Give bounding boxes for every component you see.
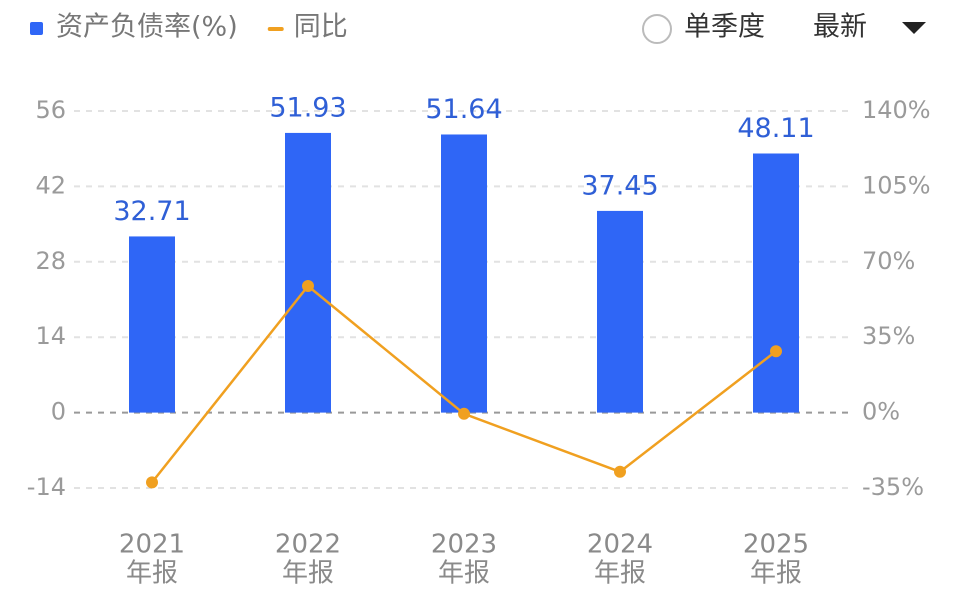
x-tick-label: 年报 xyxy=(126,559,178,589)
line-point xyxy=(770,345,782,358)
y2-tick-label: 0% xyxy=(862,398,900,426)
bar xyxy=(753,153,799,413)
line-point xyxy=(146,476,158,489)
x-tick-label: 2025 xyxy=(743,530,809,560)
x-tick-label: 2021 xyxy=(119,530,185,560)
y-tick-label: -14 xyxy=(27,473,66,501)
x-tick-label: 2023 xyxy=(431,530,497,560)
value-label: 51.93 xyxy=(269,92,346,123)
value-label: 51.64 xyxy=(425,94,502,125)
single-quarter[interactable]: 单季度 xyxy=(684,12,765,43)
line-point xyxy=(302,280,314,293)
y-tick-label: 0 xyxy=(51,398,66,426)
value-label: 48.11 xyxy=(737,113,814,144)
y-tick-label: 28 xyxy=(35,247,66,275)
y-tick-label: 14 xyxy=(35,322,66,350)
x-tick-label: 2022 xyxy=(275,530,341,560)
bar xyxy=(597,210,643,413)
bar xyxy=(285,132,331,413)
value-label: 32.71 xyxy=(113,196,190,227)
x-tick-label: 年报 xyxy=(594,559,646,589)
y2-tick-label: 105% xyxy=(862,171,931,199)
radio[interactable] xyxy=(642,14,672,44)
line-point xyxy=(458,407,470,420)
value-label: 37.45 xyxy=(581,170,658,201)
y2-tick-label: 35% xyxy=(862,322,915,350)
y-tick-label: 56 xyxy=(35,96,66,124)
latest-select[interactable]: 最新 xyxy=(813,12,867,43)
line-point xyxy=(614,465,626,478)
bar xyxy=(441,134,487,413)
legend-label: 同比 xyxy=(294,12,348,43)
legend-swatch xyxy=(30,22,43,35)
y2-tick-label: 70% xyxy=(862,247,915,275)
x-tick-label: 年报 xyxy=(282,559,334,589)
x-tick-label: 2024 xyxy=(587,530,653,560)
x-tick-label: 年报 xyxy=(438,559,490,589)
y-tick-label: 42 xyxy=(35,171,66,199)
y2-tick-label: -35% xyxy=(862,473,924,501)
legend-label: 资产负债率(%) xyxy=(56,12,238,43)
legend-swatch xyxy=(267,27,284,31)
bar xyxy=(129,236,175,413)
dropdown-arrow[interactable] xyxy=(902,22,926,34)
y2-tick-label: 140% xyxy=(862,96,931,124)
x-tick-label: 年报 xyxy=(750,559,802,589)
